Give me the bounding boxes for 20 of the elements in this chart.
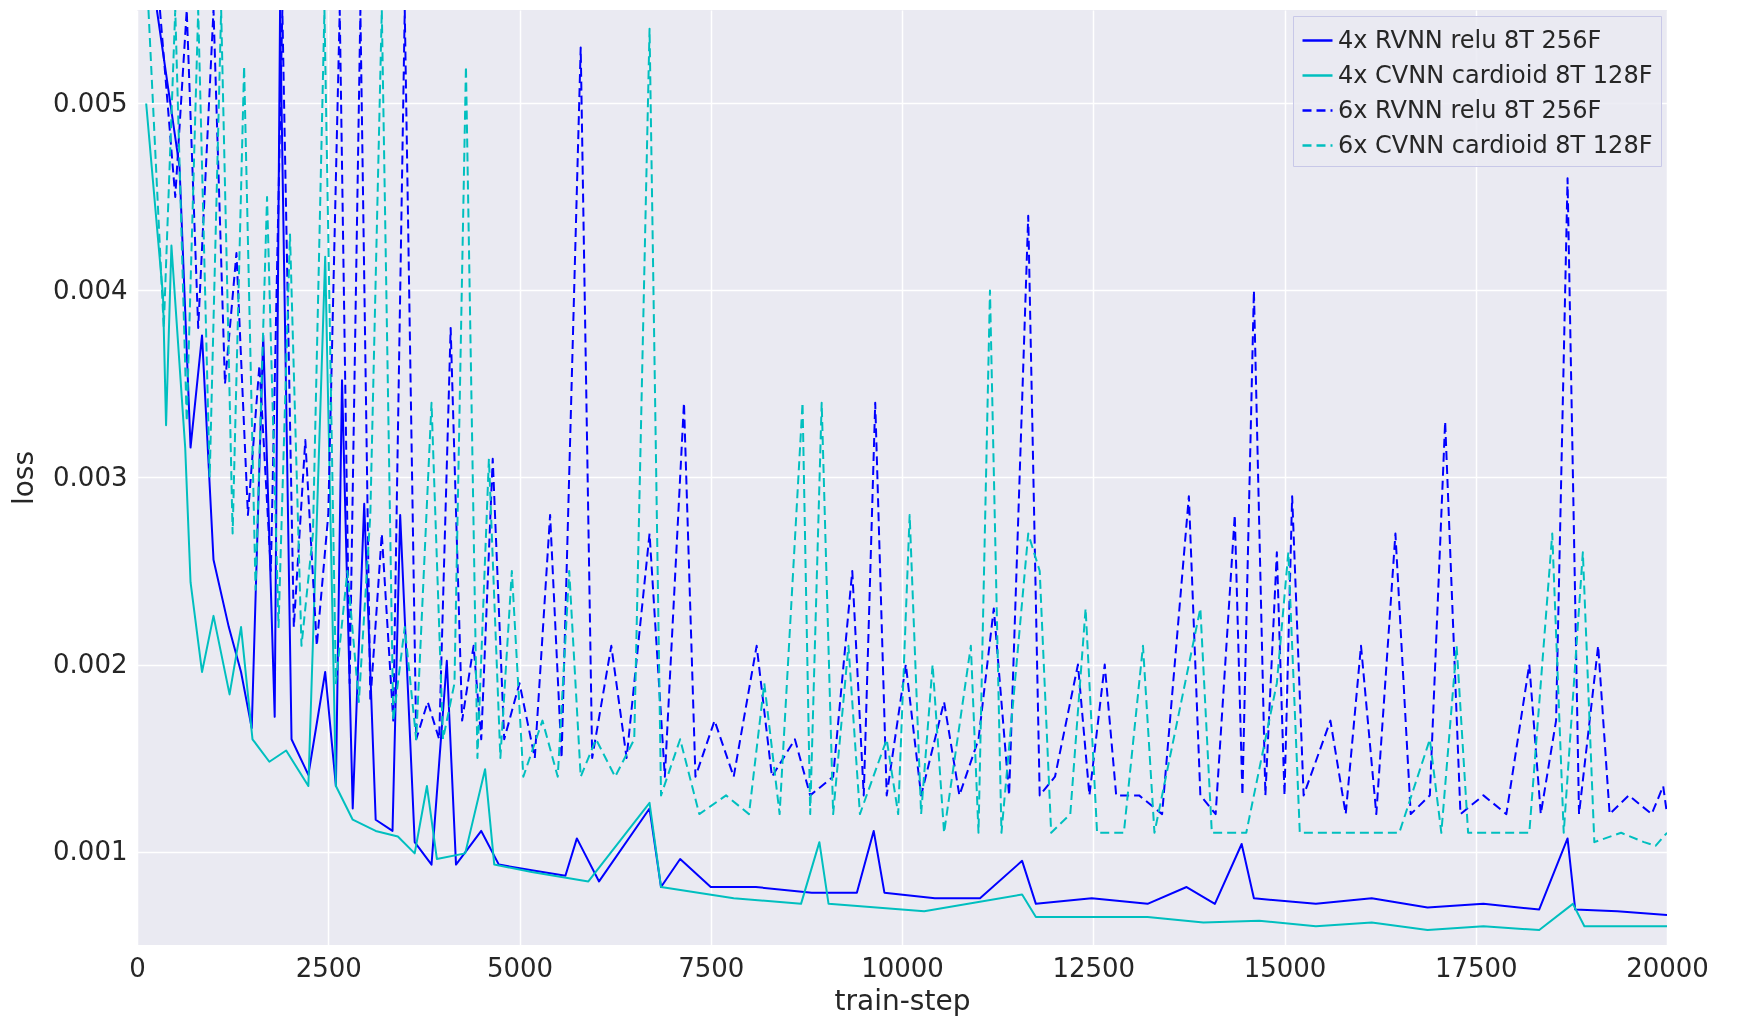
x-tick-label: 5000 (486, 952, 554, 983)
x-tick-label: 7500 (678, 952, 745, 983)
y-tick-label: 0.005 (53, 88, 128, 118)
y-tick-label: 0.001 (53, 836, 128, 866)
legend-label: 6x RVNN relu 8T 256F (1338, 95, 1602, 124)
x-tick-label: 17500 (1434, 952, 1518, 983)
y-tick-label: 0.004 (53, 275, 128, 305)
x-tick-label: 10000 (861, 952, 944, 983)
x-tick-label: 20000 (1626, 952, 1709, 983)
x-axis-title: train-step (834, 983, 971, 1017)
x-tick-label: 0 (129, 952, 146, 983)
y-tick-label: 0.002 (53, 649, 128, 679)
legend-label: 4x RVNN relu 8T 256F (1338, 25, 1602, 54)
x-tick-label: 15000 (1243, 952, 1327, 983)
y-tick-label: 0.003 (53, 462, 128, 492)
x-tick-label: 12500 (1052, 952, 1136, 983)
x-tick-label: 2500 (295, 952, 362, 983)
y-axis-title: loss (7, 450, 41, 506)
legend-label: 4x CVNN cardioid 8T 128F (1338, 60, 1653, 89)
legend-label: 6x CVNN cardioid 8T 128F (1338, 130, 1653, 159)
